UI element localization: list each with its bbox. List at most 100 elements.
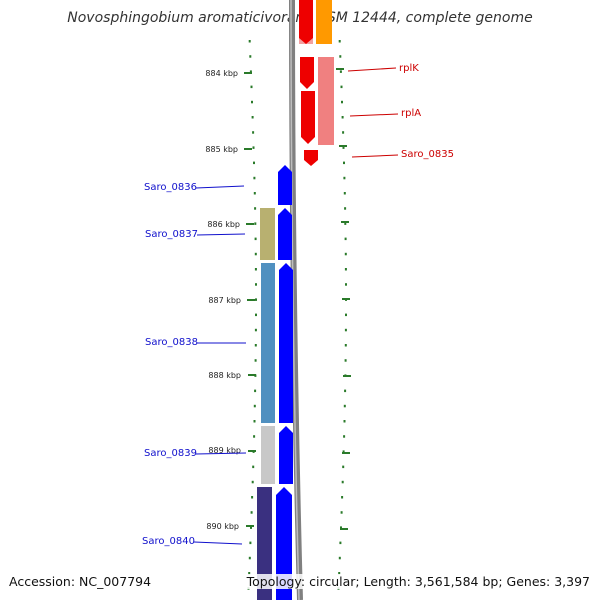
minor-tick <box>252 131 255 134</box>
accession-text: Accession: NC_007794 <box>9 574 152 589</box>
gene-Saro_0838-forward <box>279 263 293 423</box>
minor-tick <box>341 116 344 119</box>
minor-tick <box>253 176 256 180</box>
gene-Saro_0839-annotation <box>261 426 275 484</box>
minor-tick <box>248 556 251 560</box>
gene-rplK-light <box>318 57 334 145</box>
minor-tick <box>341 480 344 484</box>
minor-tick <box>250 526 252 529</box>
minor-tick <box>344 252 347 256</box>
kbp-axis: 884 kbp 885 kbp 886 kbp 887 kbp 888 kbp … <box>205 69 256 531</box>
gene-label-Saro_0838[interactable]: Saro_0838 <box>145 337 198 348</box>
minor-tick <box>255 298 257 301</box>
gene-label-Saro_0840[interactable]: Saro_0840 <box>142 536 195 547</box>
minor-tick <box>248 572 251 575</box>
minor-tick <box>339 70 342 73</box>
minor-tick <box>341 496 344 499</box>
minor-tick <box>253 192 256 195</box>
gene-top-orange <box>316 0 332 44</box>
summary-text: Topology: circular; Length: 3,561,584 bp… <box>246 574 590 589</box>
leader-line <box>347 67 397 72</box>
minor-tick <box>344 237 347 241</box>
genome-backbone <box>289 0 303 600</box>
minor-tick <box>250 85 253 89</box>
minor-tick <box>253 435 256 438</box>
minor-tick <box>344 328 347 332</box>
minor-tick <box>253 420 256 423</box>
minor-tick <box>340 526 342 529</box>
gene-rplA-reverse <box>301 91 315 144</box>
minor-tick <box>254 328 257 332</box>
leader-line <box>195 452 247 455</box>
kbp-label: 888 kbp <box>208 371 241 380</box>
leader-line <box>195 185 245 189</box>
genome-backbone-highlight <box>290 0 300 600</box>
minor-tick <box>249 541 252 545</box>
minor-tick <box>250 511 253 514</box>
gene-label-Saro_0836[interactable]: Saro_0836 <box>144 182 197 193</box>
minor-tick <box>344 222 347 225</box>
minor-tick <box>253 161 255 165</box>
minor-tick <box>251 496 254 499</box>
minor-tick <box>344 359 347 362</box>
minor-tick <box>345 313 347 317</box>
minor-tick <box>343 176 346 180</box>
gene-labels-right: rplK rplA Saro_0835 <box>347 63 454 160</box>
minor-tick <box>254 359 257 362</box>
minor-tick <box>248 40 251 43</box>
gene-label-rplK[interactable]: rplK <box>399 63 419 74</box>
kbp-label: 887 kbp <box>208 296 241 305</box>
minor-tick <box>254 222 257 225</box>
gene-Saro_0836-forward <box>278 165 292 205</box>
minor-tick <box>253 404 256 408</box>
kbp-label: 885 kbp <box>205 145 238 154</box>
leader-line <box>351 154 399 158</box>
kbp-label: 886 kbp <box>207 220 240 229</box>
gene-label-Saro_0839[interactable]: Saro_0839 <box>144 448 197 459</box>
minor-tick <box>251 116 254 119</box>
minor-tick <box>254 389 257 393</box>
minor-tick <box>345 283 347 286</box>
minor-tick <box>255 313 257 317</box>
leader-line <box>349 113 399 117</box>
gene-label-Saro_0835[interactable]: Saro_0835 <box>401 149 454 160</box>
minor-tick <box>252 146 255 149</box>
gene-label-Saro_0837[interactable]: Saro_0837 <box>145 229 198 240</box>
gene-Saro_0837-annotation <box>260 208 275 260</box>
minor-tick <box>340 85 343 89</box>
gene-top-reverse <box>299 0 313 44</box>
minor-tick <box>339 55 342 58</box>
gene-label-rplA[interactable]: rplA <box>401 108 421 119</box>
minor-tick <box>343 420 346 423</box>
minor-tick <box>338 40 341 43</box>
leader-line <box>196 233 246 236</box>
minor-tick <box>338 572 341 575</box>
minor-tick <box>343 435 346 438</box>
minor-tick <box>340 511 343 514</box>
right-axis-ticks <box>336 68 351 530</box>
minor-tick <box>251 480 254 484</box>
gene-Saro_0839-forward <box>279 426 293 484</box>
gene-Saro_0837-forward <box>278 208 292 260</box>
minor-tick <box>252 465 255 469</box>
minor-tick <box>339 541 342 545</box>
minor-tick <box>255 283 257 286</box>
minor-tick <box>342 146 345 149</box>
minor-tick <box>342 450 345 453</box>
gene-Saro_0835-reverse <box>304 150 318 166</box>
minor-tick <box>341 100 343 104</box>
minor-tick <box>343 161 345 165</box>
kbp-label: 889 kbp <box>208 446 241 455</box>
minor-tick <box>342 131 345 134</box>
minor-tick <box>254 237 257 241</box>
minor-tick <box>338 556 341 560</box>
minor-tick <box>344 207 347 210</box>
minor-tick <box>254 207 257 210</box>
kbp-label: 884 kbp <box>205 69 238 78</box>
minor-tick <box>249 70 252 73</box>
gene-rplK-reverse <box>300 57 314 89</box>
tick-marks-left <box>247 40 257 590</box>
minor-tick <box>254 252 257 256</box>
minor-tick <box>344 268 347 271</box>
